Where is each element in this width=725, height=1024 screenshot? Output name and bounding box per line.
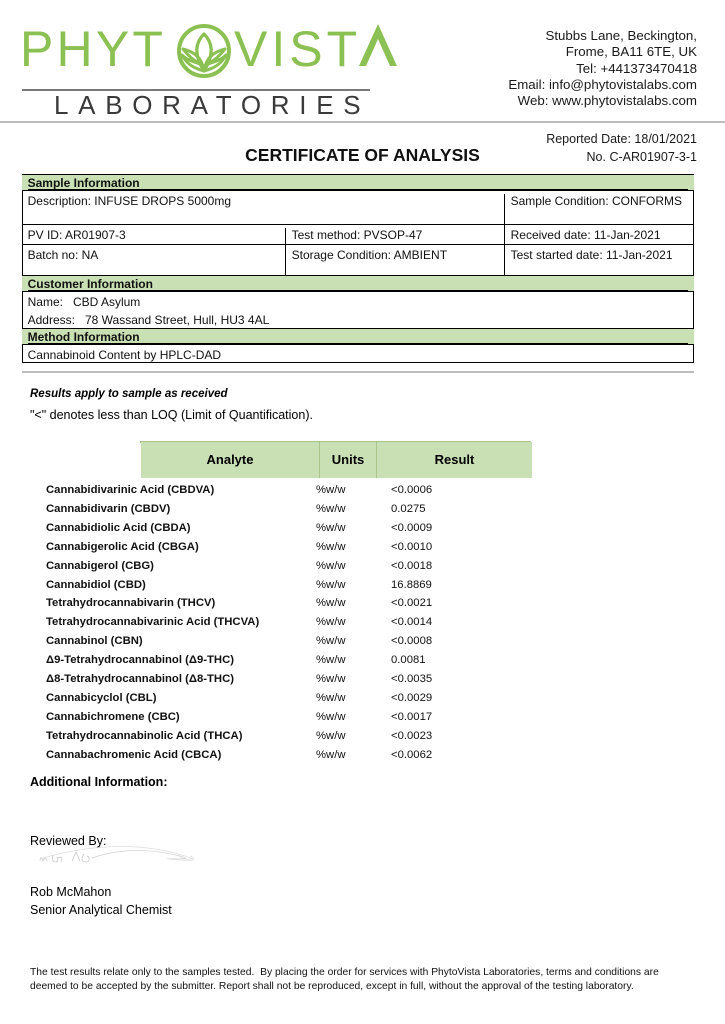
svg-text:PHYT: PHYT — [20, 21, 166, 77]
svg-text:LABORATORIES: LABORATORIES — [54, 90, 370, 119]
svg-text:VIST: VIST — [234, 21, 361, 77]
